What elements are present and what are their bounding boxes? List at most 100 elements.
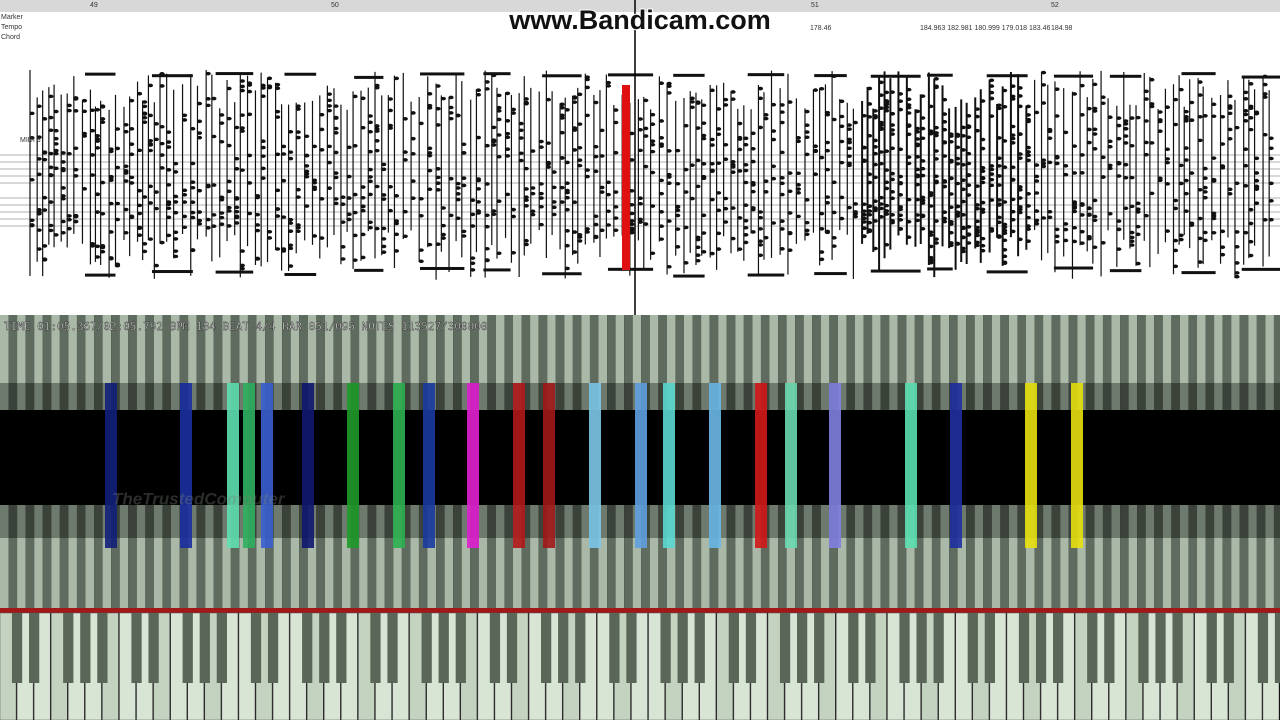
lane bbox=[273, 505, 283, 538]
lane bbox=[205, 315, 214, 383]
lane bbox=[25, 383, 35, 410]
note-head bbox=[779, 110, 785, 114]
note-head bbox=[319, 197, 325, 201]
note-head bbox=[311, 180, 318, 185]
note-head bbox=[709, 168, 715, 173]
beam bbox=[927, 73, 953, 77]
note-head bbox=[584, 227, 590, 231]
note-head bbox=[427, 92, 433, 96]
note-head bbox=[89, 244, 96, 248]
note-head bbox=[304, 172, 310, 176]
note-head bbox=[584, 174, 590, 179]
note-head bbox=[94, 107, 101, 112]
lane bbox=[359, 383, 368, 410]
falling-notes bbox=[105, 383, 1083, 548]
note-head bbox=[1189, 171, 1195, 175]
lane bbox=[1179, 315, 1189, 383]
note-head bbox=[629, 131, 635, 136]
note-head bbox=[658, 191, 665, 196]
note-head bbox=[906, 132, 912, 137]
lane bbox=[735, 538, 744, 608]
beam bbox=[673, 274, 705, 278]
note-bar bbox=[467, 383, 479, 548]
note-head bbox=[280, 215, 287, 219]
lane bbox=[949, 538, 958, 608]
lane bbox=[1248, 315, 1257, 383]
note-head bbox=[523, 204, 529, 208]
note-head bbox=[1047, 129, 1053, 134]
note-head bbox=[980, 243, 986, 248]
lane bbox=[495, 505, 505, 538]
note-head bbox=[883, 203, 890, 208]
note-head bbox=[226, 116, 232, 121]
black-key bbox=[916, 613, 927, 683]
note-head bbox=[689, 163, 695, 168]
black-key bbox=[1138, 613, 1149, 683]
lane bbox=[470, 538, 479, 608]
lane bbox=[350, 538, 360, 608]
note-head bbox=[866, 212, 873, 217]
note-head bbox=[129, 214, 135, 219]
note-head bbox=[819, 226, 825, 231]
note-head bbox=[1219, 245, 1226, 249]
note-head bbox=[1047, 136, 1053, 141]
lane bbox=[324, 383, 334, 410]
black-key bbox=[1206, 613, 1217, 683]
note-head bbox=[196, 188, 203, 193]
note-head bbox=[658, 81, 665, 86]
lane bbox=[247, 538, 257, 608]
note-head bbox=[996, 234, 1002, 238]
note-head bbox=[455, 186, 461, 190]
note-head bbox=[716, 107, 722, 111]
lane bbox=[974, 505, 984, 538]
note-head bbox=[340, 257, 346, 261]
note-head bbox=[878, 195, 884, 200]
note-head bbox=[1197, 93, 1203, 97]
note-head bbox=[1079, 241, 1085, 245]
lane bbox=[136, 538, 146, 608]
lane bbox=[1060, 383, 1069, 410]
lane bbox=[1094, 505, 1103, 538]
lane bbox=[145, 538, 154, 608]
note-head bbox=[1178, 163, 1184, 168]
note-head bbox=[1197, 236, 1203, 241]
lane bbox=[1060, 505, 1069, 538]
lane bbox=[1239, 538, 1249, 608]
note-bar bbox=[261, 383, 273, 548]
note-head bbox=[1248, 207, 1254, 212]
note-head bbox=[254, 256, 261, 261]
lane bbox=[179, 538, 189, 608]
lane bbox=[974, 383, 984, 410]
lane bbox=[846, 315, 855, 383]
lane bbox=[564, 315, 573, 383]
note-head bbox=[996, 174, 1002, 178]
note-head bbox=[387, 97, 393, 101]
black-key bbox=[1053, 613, 1064, 683]
note-head bbox=[599, 154, 605, 158]
note-head bbox=[1040, 158, 1047, 162]
lane bbox=[1188, 315, 1197, 383]
note-head bbox=[123, 122, 129, 127]
note-head bbox=[260, 145, 266, 150]
note-head bbox=[605, 180, 611, 185]
lane bbox=[34, 383, 43, 410]
lane bbox=[1043, 505, 1052, 538]
note-head bbox=[839, 216, 845, 221]
note-head bbox=[779, 192, 785, 197]
note-head bbox=[60, 151, 66, 155]
note-head bbox=[1219, 252, 1226, 257]
note-head bbox=[701, 250, 707, 254]
lane bbox=[812, 538, 821, 608]
note-head bbox=[1071, 92, 1078, 96]
black-key bbox=[1035, 613, 1047, 683]
note-head bbox=[89, 128, 96, 133]
lane bbox=[658, 315, 667, 383]
note-head bbox=[295, 104, 301, 108]
note-head bbox=[29, 218, 35, 223]
note-head bbox=[716, 132, 722, 137]
note-head bbox=[260, 154, 266, 158]
note-head bbox=[757, 253, 764, 258]
lane bbox=[1060, 315, 1069, 383]
note-head bbox=[1010, 97, 1016, 101]
lane bbox=[940, 538, 950, 608]
